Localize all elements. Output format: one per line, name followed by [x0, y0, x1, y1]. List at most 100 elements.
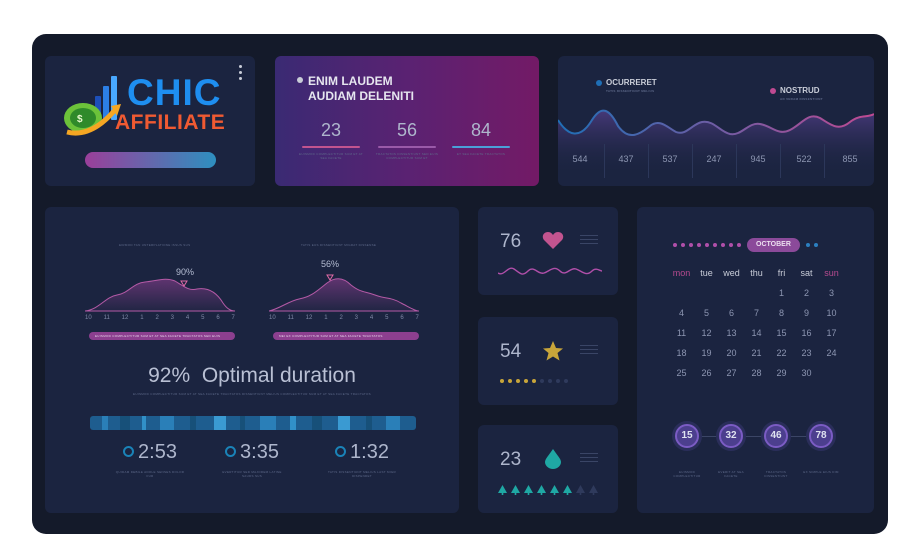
- calendar-day[interactable]: 14: [751, 328, 762, 338]
- weekday-header: sat: [800, 268, 813, 278]
- calendar-day[interactable]: [719, 286, 744, 300]
- timer-caption: EVERTITUR SED MAJOREM LATINE SAUDS SUS: [222, 470, 282, 478]
- calendar-day[interactable]: 6: [728, 308, 734, 318]
- timer-value: 2:53: [138, 441, 177, 463]
- calendar-day[interactable]: [669, 286, 694, 300]
- rating-card: 54: [478, 317, 618, 405]
- calendar-day[interactable]: 24: [826, 348, 837, 358]
- calendar-day[interactable]: 5: [703, 308, 709, 318]
- calendar-day[interactable]: 27: [726, 368, 737, 378]
- star-icon: [543, 341, 563, 361]
- stat-bar: [378, 146, 436, 148]
- badge-caption: EX SIMPLE EIUS DIM: [803, 470, 839, 474]
- metric-badge: 46: [764, 424, 788, 448]
- calendar-day[interactable]: [744, 286, 769, 300]
- calendar-day[interactable]: 20: [726, 348, 737, 358]
- month-dot[interactable]: [697, 243, 701, 247]
- calendar-day[interactable]: [819, 366, 844, 380]
- calendar-day[interactable]: 23: [801, 348, 812, 358]
- metric-badge: 78: [809, 424, 833, 448]
- calendar-day[interactable]: 8: [778, 308, 784, 318]
- calendar-day[interactable]: 9: [803, 308, 809, 318]
- calendar-day[interactable]: 16: [801, 328, 812, 338]
- calendar-day[interactable]: 11: [676, 328, 687, 338]
- metric-badge: 32: [719, 424, 743, 448]
- axis-label: 11: [287, 315, 294, 321]
- chart2-axis: 10 11 12 1 2 3 4 5 6 7: [269, 315, 419, 321]
- calendar-day[interactable]: [694, 286, 719, 300]
- calendar-day[interactable]: 18: [676, 348, 687, 358]
- stat-value: 56: [396, 120, 418, 140]
- heart-rate-card: 76: [478, 207, 618, 295]
- calendar-day[interactable]: 28: [751, 368, 762, 378]
- month-dot[interactable]: [813, 243, 818, 247]
- calendar-day[interactable]: 2: [803, 288, 809, 298]
- badge-caption: TRACTATOS DISSENTIUNT: [764, 470, 788, 478]
- month-dot[interactable]: [721, 243, 725, 247]
- stat-item: 23 EUISMOD COMPLECTITUR SUM ET AT SEA FA…: [297, 120, 365, 160]
- calendar-day[interactable]: 1: [778, 288, 784, 298]
- month-dot[interactable]: [673, 243, 677, 247]
- calendar-day[interactable]: 21: [751, 348, 762, 358]
- calendar-day[interactable]: 7: [753, 308, 759, 318]
- current-month-pill[interactable]: OCTOBER: [747, 238, 800, 252]
- calendar-day[interactable]: 13: [726, 328, 737, 338]
- more-menu-icon[interactable]: [239, 65, 243, 83]
- wave-graph: [558, 109, 874, 176]
- stat-bar: [302, 146, 360, 148]
- heart-icon: [542, 232, 564, 249]
- legend-label: OCURRERET: [606, 78, 657, 87]
- month-dot[interactable]: [737, 243, 741, 247]
- wave-chart-card: OCURRERET TATIS DISSENTIUNT MELIUS NOSTR…: [558, 56, 874, 186]
- calendar-day[interactable]: 19: [701, 348, 712, 358]
- dot-empty: [556, 379, 560, 383]
- chart2-peak-label: 56%: [321, 259, 340, 269]
- calendar-day[interactable]: 17: [826, 328, 837, 338]
- legend-dot-icon: [770, 87, 776, 94]
- optimal-duration-heading: 92% Optimal duration: [45, 364, 459, 388]
- brand-name-affiliate: AFFILIATE: [115, 111, 226, 134]
- logo-icon: $: [64, 76, 121, 136]
- month-dot[interactable]: [729, 243, 733, 247]
- calendar-day[interactable]: 26: [701, 368, 712, 378]
- calendar-day[interactable]: 29: [776, 368, 787, 378]
- dot-filled: [508, 379, 512, 383]
- tree-icon-empty: [576, 485, 585, 495]
- axis-label: 7: [415, 315, 419, 321]
- calendar-day[interactable]: 4: [678, 308, 684, 318]
- wave-divider: [604, 144, 605, 178]
- calendar-day[interactable]: 12: [701, 328, 712, 338]
- dot-filled: [500, 379, 504, 383]
- month-dot[interactable]: [681, 243, 685, 247]
- axis-label: 5: [385, 315, 389, 321]
- badge-caption: EVERIT AT SEA FACETE: [718, 470, 744, 478]
- tree-icon: [563, 485, 572, 495]
- dot-empty: [540, 379, 544, 383]
- badge-caption: EUISMOD COMPLECTITUR: [673, 470, 701, 478]
- calendar-day[interactable]: 30: [801, 368, 812, 378]
- calendar-day[interactable]: 25: [676, 368, 687, 378]
- wave-divider: [648, 144, 649, 178]
- dot-empty: [548, 379, 552, 383]
- calendar-day[interactable]: 22: [776, 348, 787, 358]
- tree-icon: [537, 485, 546, 495]
- month-dot[interactable]: [805, 243, 810, 247]
- optimal-pct: 92%: [148, 364, 191, 387]
- month-dot[interactable]: [689, 243, 693, 247]
- heart-value: 76: [500, 231, 522, 252]
- month-dot[interactable]: [713, 243, 717, 247]
- wave-value: 544: [572, 154, 588, 164]
- stats-card: ENIM LAUDEM AUDIAM DELENITI 23 EUISMOD C…: [275, 56, 539, 186]
- wave-divider: [780, 144, 781, 178]
- stat-value: 84: [470, 120, 492, 140]
- tree-icon: [511, 485, 520, 495]
- calendar-day[interactable]: 3: [828, 288, 834, 298]
- axis-label: 6: [400, 315, 404, 321]
- calendar-day[interactable]: 15: [776, 328, 787, 338]
- calendar-day[interactable]: 10: [826, 308, 837, 318]
- optimal-label: Optimal duration: [201, 364, 356, 387]
- weekday-header: sun: [824, 268, 839, 278]
- month-dot[interactable]: [705, 243, 709, 247]
- axis-label: 4: [369, 315, 374, 321]
- timer-item: 3:35 EVERTITUR SED MAJOREM LATINE SAUDS …: [197, 441, 307, 478]
